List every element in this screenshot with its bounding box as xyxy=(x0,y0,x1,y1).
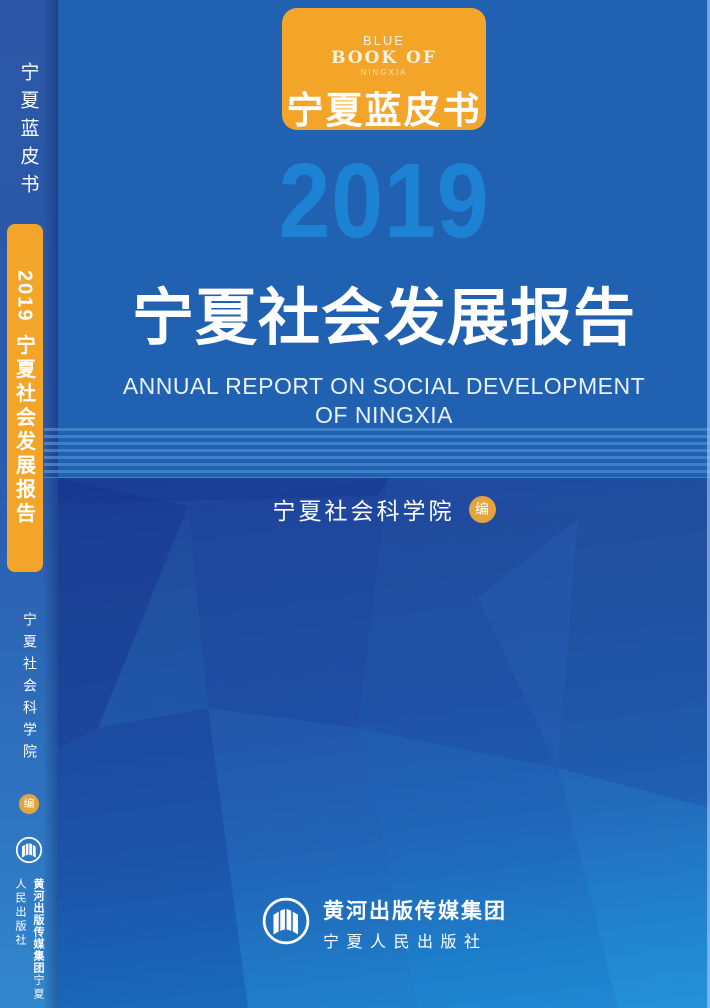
spine-editor-name: 宁夏社会科学院 xyxy=(21,612,37,766)
editor-row: 宁夏社会科学院 编 xyxy=(58,492,710,526)
spine-publisher-logo-icon xyxy=(15,836,43,869)
spine-editor-role-badge: 编 xyxy=(19,794,39,814)
spine-title: 2019 宁夏社会发展报告 xyxy=(11,270,40,527)
series-badge: BLUE BOOK OF NINGXIA 宁夏蓝皮书 xyxy=(282,8,486,131)
spine-publisher-block: 黄河出版传媒集团宁夏人民出版社 xyxy=(11,878,47,1008)
series-badge-en-line3: NINGXIA xyxy=(360,68,408,77)
book-spine: 宁夏蓝皮书 2019 宁夏社会发展报告 宁夏社会科学院 编 黄河出版传媒集团宁夏人… xyxy=(0,0,58,1008)
spine-publisher-press: 宁夏人民出版社 xyxy=(14,878,44,1002)
spine-year: 2019 xyxy=(13,269,36,323)
front-cover: BLUE BOOK OF NINGXIA 宁夏蓝皮书 2019 宁夏社会发展报告… xyxy=(58,0,710,1008)
year-text: 2019 xyxy=(278,142,490,260)
spine-title-box: 2019 宁夏社会发展报告 xyxy=(7,224,43,572)
series-badge-en-line2: BOOK OF xyxy=(331,48,437,68)
english-subtitle-line2: OF NINGXIA xyxy=(315,401,453,428)
editor-role-badge: 编 xyxy=(468,495,496,523)
spine-book-title: 宁夏社会发展报告 xyxy=(12,334,37,527)
publisher-logo-icon xyxy=(261,896,311,951)
english-subtitle-line1: ANNUAL REPORT ON SOCIAL DEVELOPMENT xyxy=(122,373,646,399)
publisher-row: 黄河出版传媒集团 宁夏人民出版社 xyxy=(58,895,710,952)
publisher-group-name: 黄河出版传媒集团 xyxy=(323,898,507,923)
spine-publisher-group: 黄河出版传媒集团 xyxy=(32,878,44,974)
spine-series-title: 宁夏蓝皮书 xyxy=(17,62,40,202)
series-badge-en-line1: BLUE xyxy=(363,33,405,48)
spine-stripes-decoration xyxy=(44,428,58,478)
series-badge-cn-title: 宁夏蓝皮书 xyxy=(286,90,482,131)
english-subtitle: ANNUAL REPORT ON SOCIAL DEVELOPMENT OF N… xyxy=(58,372,710,430)
horizontal-stripes-decoration xyxy=(58,428,710,478)
publisher-press-name: 宁夏人民出版社 xyxy=(323,934,488,951)
page-edge-highlight xyxy=(707,0,710,1008)
main-title: 宁夏社会发展报告 xyxy=(131,284,636,353)
polygon-facet-background xyxy=(58,478,710,1008)
editor-name: 宁夏社会科学院 xyxy=(272,499,455,525)
publisher-text-block: 黄河出版传媒集团 宁夏人民出版社 xyxy=(323,895,507,952)
